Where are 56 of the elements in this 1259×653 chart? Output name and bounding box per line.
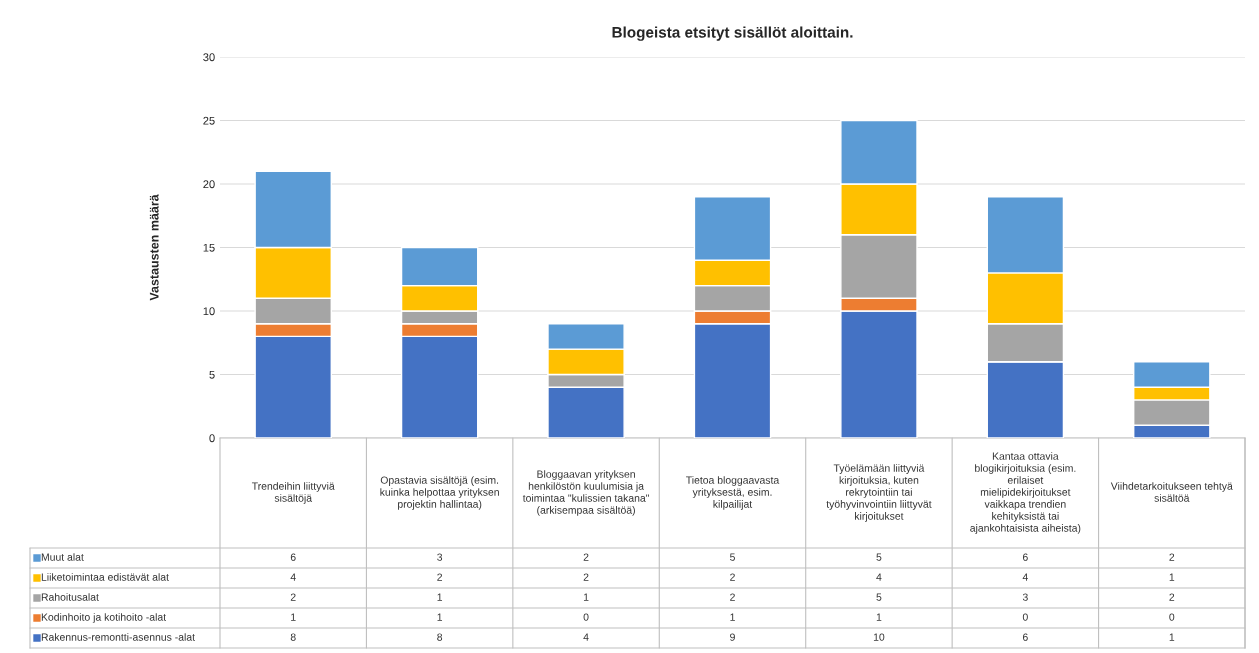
data-label: 5 (730, 553, 735, 561)
data-label: 4 (876, 573, 882, 581)
data-label: 1 (583, 593, 589, 601)
x-tick-label: Opastavia sisältöjä (esim. kuinka helpottaa yrityksen projektin hallintaa) (380, 476, 499, 510)
y-tick-label: 10 (203, 307, 215, 316)
data-label: 6 (290, 553, 296, 561)
y-tick-label: 20 (203, 180, 215, 189)
data-label: 5 (876, 593, 882, 601)
data-label: 4 (583, 633, 589, 641)
data-label: 0 (1022, 613, 1028, 621)
data-label: 5 (876, 553, 882, 561)
y-axis-title: Vastausten määrä (149, 194, 159, 301)
data-label: 2 (583, 573, 589, 581)
data-label: 1 (1169, 633, 1175, 641)
y-tick-label: 0 (209, 434, 215, 443)
x-tick-label: Työelämään liittyviä kirjoituksia, kuten rekrytointiin tai työhyvinvointiin liittyvät kirjoitukset (826, 464, 932, 522)
y-tick-label: 5 (209, 370, 215, 379)
legend-label: Liiketoimintaa edistävät alat (41, 573, 169, 581)
data-label: 2 (1169, 553, 1175, 561)
data-label: 1 (437, 593, 443, 601)
data-label: 4 (290, 573, 296, 581)
data-label: 1 (291, 613, 296, 621)
x-tick-label: Viihdetarkoitukseen tehtyä sisältöä (1110, 482, 1233, 502)
data-label: 8 (437, 633, 443, 641)
data-label: 6 (1022, 553, 1028, 561)
data-label: 9 (730, 633, 735, 641)
data-label: 2 (730, 573, 735, 581)
data-label: 1 (1169, 573, 1175, 581)
y-tick-label: 30 (203, 53, 215, 62)
data-label: 2 (290, 593, 296, 601)
x-tick-label: Trendeihin liittyviä sisältöjä (251, 482, 335, 504)
y-tick-label: 15 (203, 243, 215, 252)
x-tick-label: Kantaa ottavia blogikirjoituksia (esim. erilaiset mielipidekirjoitukset vaikkapa trendien kehityksistä tai ajankohtaisista aiheista) (970, 452, 1081, 534)
data-label: 6 (1022, 633, 1028, 641)
data-label: 10 (873, 633, 885, 641)
data-label: 8 (290, 633, 296, 641)
data-label: 2 (437, 573, 443, 581)
data-label: 0 (1169, 613, 1175, 621)
data-label: 3 (1022, 593, 1028, 601)
data-label: 0 (583, 613, 589, 621)
legend-label: Rahoitusalat (41, 593, 99, 601)
data-label: 3 (437, 553, 443, 561)
chart-title: Blogeista etsityt sisällöt aloittain. (612, 26, 853, 41)
data-label: 1 (437, 613, 443, 621)
legend-label: Muut alat (41, 553, 84, 561)
y-tick-label: 25 (203, 116, 215, 125)
data-label: 1 (730, 613, 735, 621)
legend-label: Kodinhoito ja kotihoito -alat (41, 613, 166, 623)
data-label: 2 (1169, 593, 1175, 601)
legend-label: Rakennus-remontti-asennus -alat (41, 633, 195, 641)
data-label: 4 (1022, 573, 1028, 581)
x-tick-label: Tietoa bloggaavasta yrityksestä, esim. kilpailijat (686, 476, 780, 510)
data-label: 2 (583, 553, 589, 561)
x-tick-label: Bloggaavan yrityksen henkilöstön kuulumisia ja toimintaa "kulissien takana" (arkisempaa sisältöä) (522, 470, 649, 516)
data-label: 2 (730, 593, 735, 601)
data-label: 1 (876, 613, 882, 621)
